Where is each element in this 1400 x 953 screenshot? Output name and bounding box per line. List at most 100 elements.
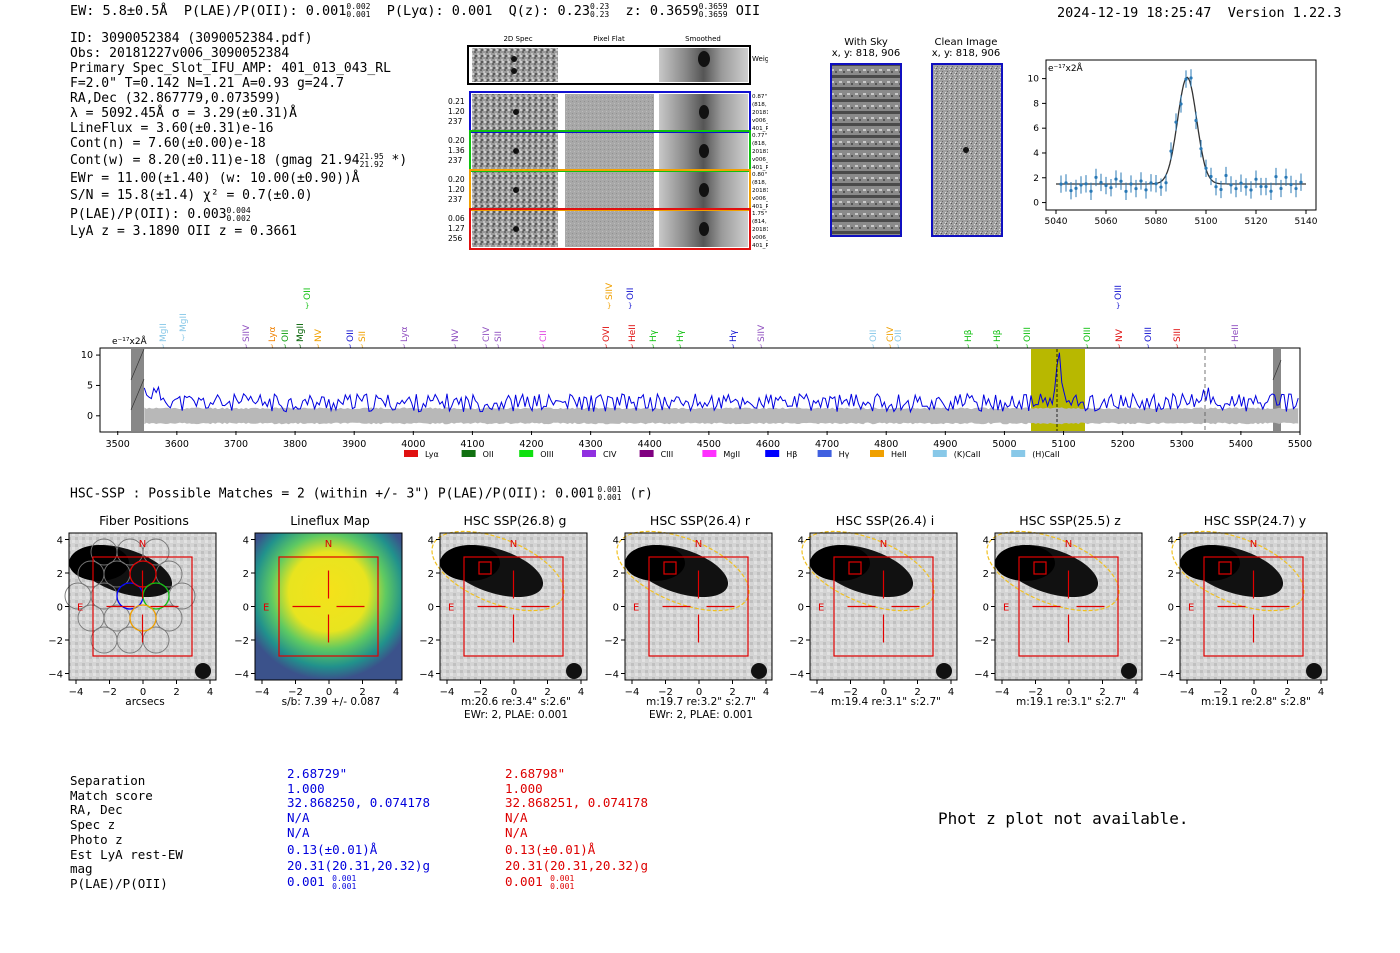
panel-xtick-label: −2 — [102, 687, 117, 698]
legend-swatch — [404, 450, 418, 457]
line-label-text: OII — [281, 330, 291, 342]
panel-ytick-label: 4 — [1168, 536, 1174, 547]
clean-image — [931, 63, 1003, 237]
clean-image-label: Clean Image — [934, 37, 998, 48]
full-xtick-label: 4500 — [697, 439, 721, 450]
zoom-xtick-label: 5080 — [1145, 217, 1168, 227]
panel-xtick-label: −2 — [658, 687, 673, 698]
panel-xtick-label: 4 — [948, 687, 954, 698]
star-blob — [195, 663, 211, 679]
panel-ytick-label: 4 — [983, 536, 989, 547]
zoom-point — [1064, 181, 1068, 185]
zoom-point — [1219, 187, 1223, 192]
legend-label: MgII — [723, 450, 740, 459]
col-header-2dspec: 2D Spec — [503, 35, 532, 43]
col1-specz: N/A — [287, 810, 310, 826]
col2-mag: 20.31(20.31,20.32)g — [505, 857, 648, 873]
with-sky-xy: x, y: 818, 906 — [831, 48, 901, 59]
full-ytick-label: 10 — [81, 350, 93, 361]
zoom-point — [1144, 188, 1148, 192]
row-smoothed-spot — [699, 222, 709, 236]
zoom-unit: e⁻¹⁷x2Å — [1048, 62, 1084, 74]
info-id: ID: 3090052384 (3090052384.pdf) — [70, 31, 313, 46]
legend-swatch — [817, 450, 832, 457]
search-box — [1203, 556, 1304, 657]
zoom-point — [1269, 189, 1273, 193]
zoom-point — [1199, 147, 1203, 151]
panel-xtick-label: −2 — [288, 687, 303, 698]
col2-plae-row: 0.001 0.001 0.001 — [505, 873, 648, 891]
east-label: E — [1188, 603, 1194, 614]
panel-ytick-label: −4 — [48, 670, 63, 681]
line-label-text: SIIV — [757, 324, 767, 342]
zoom-point — [1289, 182, 1293, 187]
full-xtick-label: 5300 — [1170, 439, 1194, 450]
cutouts-svg: 2D Spec Pixel Flat Smoothed Weighted Sum… — [448, 35, 803, 250]
panel-ytick-label: 2 — [613, 569, 619, 580]
hsc-panel-caption-2: EWr: 2, PLAE: 0.001 — [463, 709, 569, 721]
zoom-ytick-label: 8 — [1033, 99, 1039, 109]
zoom-point — [1254, 177, 1258, 181]
zoom-point — [1189, 76, 1193, 80]
match-marker — [848, 561, 862, 575]
info-ewr: EWr = 11.00(±1.40) (w: 10.00(±0.90))Å — [70, 171, 360, 186]
panel-xtick-label: −4 — [1180, 687, 1195, 698]
line-label: SIIV} — [605, 282, 615, 310]
hsc-summary: HSC-SSP : Possible Matches = 2 (within +… — [70, 486, 653, 502]
row-right-label: 0.80" — [752, 172, 767, 178]
masked-region-right — [1273, 349, 1281, 431]
panel-ytick-label: −4 — [789, 670, 804, 681]
full-xtick-label: 3500 — [106, 439, 130, 450]
line-label-brace: } — [607, 302, 611, 310]
weighted-sum-frame — [467, 45, 751, 85]
line-label-text: SII — [358, 331, 368, 342]
zoom-point — [1249, 188, 1253, 192]
row-right-label: 1.75" — [752, 211, 767, 217]
panel-xtick-label: 0 — [881, 687, 887, 698]
zoom-point — [1229, 183, 1233, 187]
col2-plae-hi: 0.001 — [550, 873, 575, 883]
panel-xtick-label: 0 — [696, 687, 702, 698]
panel-ytick-label: −2 — [789, 636, 804, 647]
zoom-point — [1294, 186, 1298, 191]
panel-xtick-label: 0 — [326, 687, 332, 698]
line-label-text: NV — [314, 328, 324, 342]
hsc-panel-plot: N E 4 2 0 −2 −4 −4 −2 0 2 4 — [604, 530, 773, 698]
zoom-point — [1104, 183, 1108, 188]
match-marker — [1033, 561, 1047, 575]
panel-ytick-label: −4 — [974, 670, 989, 681]
hsc-panel-caption: arcsecs — [125, 696, 165, 708]
header-qz-lo: 0.23 — [589, 10, 610, 19]
with-sky-image — [830, 63, 902, 237]
row-right-label: 20181227 — [752, 110, 768, 116]
col2-radec: 32.868251, 0.074178 — [505, 795, 648, 811]
line-label-text: Hγ — [649, 329, 659, 342]
label-separation: Separation — [70, 773, 146, 788]
full-spectrum-panel: MgII}MgII}SIIV}Lyα}OII}MgII}OII}NV}OII}S… — [0, 270, 1400, 465]
line-label-text: SIII — [1173, 328, 1183, 342]
header-timestamp-block: 2024-12-19 18:25:47 Version 1.22.3 — [1057, 5, 1342, 21]
row-left-label: 1.36 — [448, 146, 465, 155]
panel-ytick-label: 4 — [57, 536, 63, 547]
panel-ytick-label: −2 — [48, 636, 63, 647]
zoom-point — [1234, 187, 1238, 191]
label-match-score: Match score — [70, 787, 153, 803]
north-label: N — [695, 539, 702, 550]
fiber-circle — [142, 538, 170, 566]
line-label-text: Lyα — [400, 326, 410, 342]
panel-ytick-label: 2 — [983, 569, 989, 580]
panel-xtick-label: 2 — [914, 687, 920, 698]
panel-xtick-label: 2 — [173, 687, 179, 698]
row-left-label: 0.21 — [448, 97, 465, 106]
panel-ytick-label: 4 — [243, 536, 249, 547]
panel-ytick-label: −2 — [604, 636, 619, 647]
header-z-lo: 0.3659 — [698, 10, 728, 19]
legend-item: (K)CaII — [932, 450, 981, 459]
info-plae: P(LAE)/P(OII): 0.003 — [70, 207, 227, 222]
row-right-label: (818, 906) — [752, 102, 768, 108]
header-plae-lo: 0.001 — [346, 10, 371, 19]
col2-plae: 0.001 — [505, 874, 543, 890]
panel-xtick-label: 0 — [1066, 687, 1072, 698]
north-label: N — [139, 539, 146, 550]
